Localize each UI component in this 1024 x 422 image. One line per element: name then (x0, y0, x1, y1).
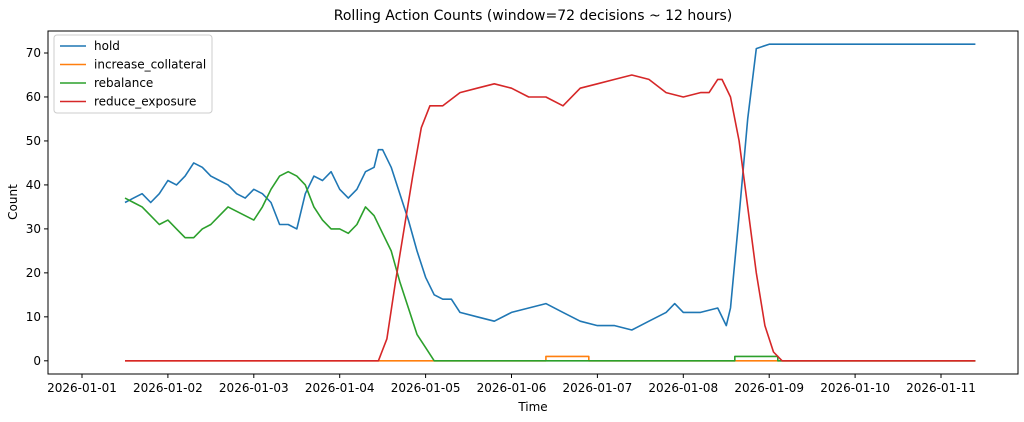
y-tick-label: 50 (26, 134, 41, 148)
y-axis-label: Count (6, 184, 20, 220)
x-axis: 2026-01-01 2026-01-02 2026-01-03 2026-01-04… (47, 374, 976, 395)
legend-label-reduce-exposure: reduce_exposure (94, 95, 196, 109)
x-tick-label: 2026-01-03 (219, 381, 289, 395)
x-tick-label: 2026-01-09 (734, 381, 804, 395)
legend: hold increase_collateral rebalance reduce_e… (53, 34, 213, 114)
legend-frame (53, 34, 213, 114)
x-tick-label: 2026-01-01 (47, 381, 117, 395)
legend-label-hold: hold (94, 39, 120, 53)
plot-area (124, 43, 976, 362)
y-tick-label: 70 (26, 46, 41, 60)
axes-frame (47, 30, 1019, 375)
y-axis: 0 10 20 30 40 50 60 70 (26, 46, 48, 368)
series-line-hold (124, 43, 976, 331)
series-line-rebalance (124, 170, 976, 362)
chart-title: Rolling Action Counts (window=72 decisio… (334, 8, 732, 24)
x-tick-label: 2026-01-11 (906, 381, 976, 395)
legend-label-increase-collateral: increase_collateral (94, 58, 206, 72)
x-tick-label: 2026-01-10 (820, 381, 890, 395)
x-tick-label: 2026-01-04 (305, 381, 375, 395)
y-tick-label: 60 (26, 90, 41, 104)
y-tick-label: 20 (26, 266, 41, 280)
x-tick-label: 2026-01-02 (133, 381, 203, 395)
x-tick-label: 2026-01-05 (391, 381, 461, 395)
series-line-reduce-exposure (125, 74, 976, 362)
y-tick-label: 0 (33, 354, 41, 368)
y-tick-label: 40 (26, 178, 41, 192)
x-tick-label: 2026-01-08 (648, 381, 718, 395)
x-tick-label: 2026-01-07 (563, 381, 633, 395)
legend-label-rebalance: rebalance (94, 76, 153, 90)
x-axis-label: Time (517, 400, 547, 414)
x-tick-label: 2026-01-06 (477, 381, 547, 395)
y-tick-label: 10 (26, 310, 41, 324)
y-tick-label: 30 (26, 222, 41, 236)
